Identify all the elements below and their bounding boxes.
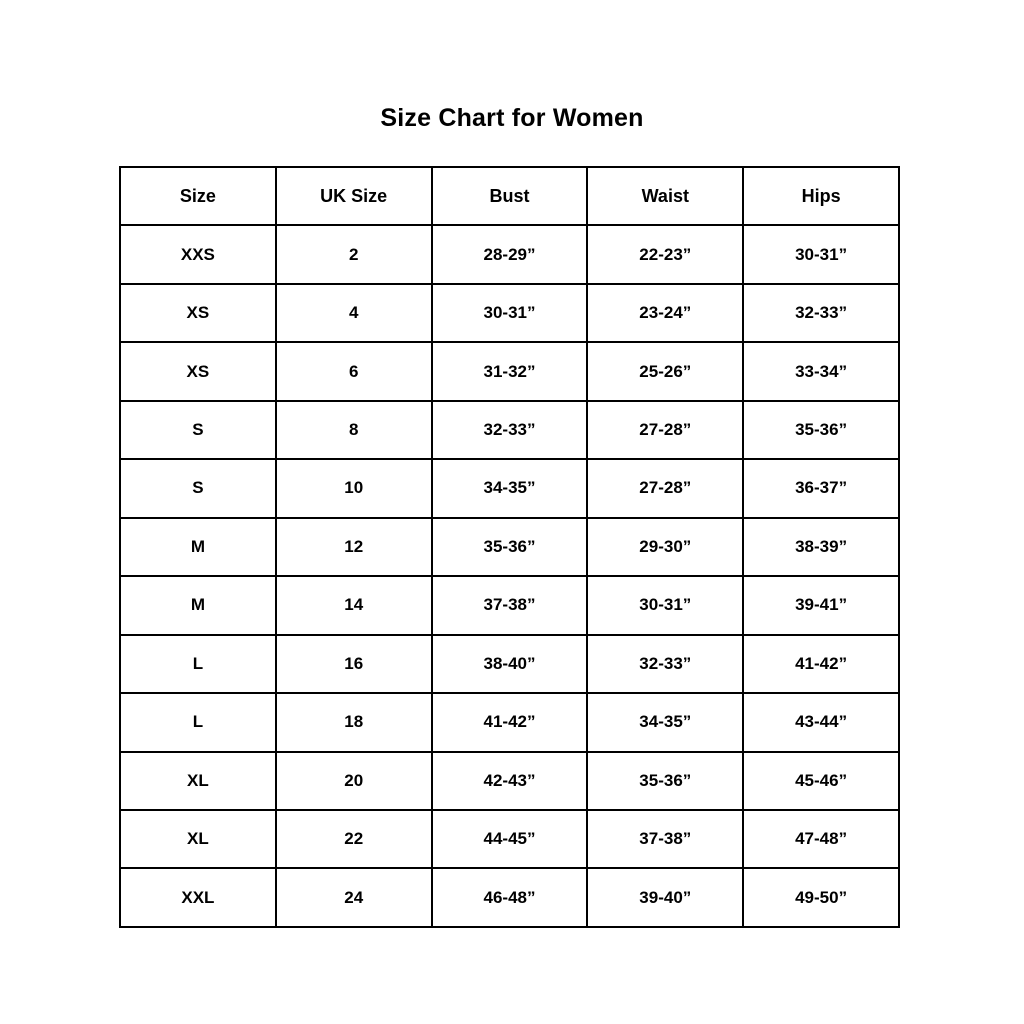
table-row: S 8 32-33” 27-28” 35-36” [119, 399, 900, 461]
table-row: XS 4 30-31” 23-24” 32-33” [119, 282, 900, 344]
cell-waist: 27-28” [586, 399, 745, 461]
cell-uk-size: 16 [274, 633, 433, 695]
column-header-hips: Hips [742, 165, 900, 227]
cell-hips: 36-37” [742, 458, 900, 519]
table-row: L 18 41-42” 34-35” 43-44” [119, 692, 900, 753]
table-row: XL 20 42-43” 35-36” 45-46” [119, 750, 900, 811]
table-header: Size UK Size Bust Waist Hips [119, 165, 900, 227]
cell-waist: 34-35” [586, 692, 745, 753]
cell-uk-size: 10 [274, 458, 433, 519]
cell-uk-size: 18 [274, 692, 433, 753]
cell-size: XXL [119, 867, 277, 928]
cell-hips: 41-42” [742, 633, 900, 695]
cell-size: M [119, 516, 277, 578]
cell-waist: 39-40” [586, 867, 745, 928]
cell-size: M [119, 575, 277, 636]
cell-hips: 39-41” [742, 575, 900, 636]
cell-waist: 35-36” [586, 750, 745, 811]
cell-waist: 25-26” [586, 341, 745, 402]
cell-bust: 34-35” [430, 458, 589, 519]
cell-bust: 41-42” [430, 692, 589, 753]
cell-hips: 49-50” [742, 867, 900, 928]
cell-uk-size: 4 [274, 282, 433, 344]
cell-bust: 32-33” [430, 399, 589, 461]
cell-hips: 45-46” [742, 750, 900, 811]
table-header-row: Size UK Size Bust Waist Hips [119, 165, 900, 227]
column-header-waist: Waist [586, 165, 745, 227]
cell-hips: 35-36” [742, 399, 900, 461]
cell-size: XL [119, 750, 277, 811]
cell-bust: 28-29” [430, 224, 589, 285]
table-row: XS 6 31-32” 25-26” 33-34” [119, 341, 900, 402]
page-title: Size Chart for Women [380, 104, 644, 132]
cell-uk-size: 20 [274, 750, 433, 811]
cell-waist: 29-30” [586, 516, 745, 578]
cell-bust: 37-38” [430, 575, 589, 636]
cell-uk-size: 12 [274, 516, 433, 578]
cell-hips: 32-33” [742, 282, 900, 344]
cell-hips: 38-39” [742, 516, 900, 578]
table-row: S 10 34-35” 27-28” 36-37” [119, 458, 900, 519]
cell-bust: 30-31” [430, 282, 589, 344]
cell-bust: 35-36” [430, 516, 589, 578]
column-header-bust: Bust [430, 165, 589, 227]
cell-bust: 38-40” [430, 633, 589, 695]
cell-size: L [119, 633, 277, 695]
cell-waist: 23-24” [586, 282, 745, 344]
cell-size: S [119, 458, 277, 519]
cell-bust: 42-43” [430, 750, 589, 811]
table-row: L 16 38-40” 32-33” 41-42” [119, 633, 900, 695]
cell-waist: 27-28” [586, 458, 745, 519]
cell-uk-size: 8 [274, 399, 433, 461]
cell-hips: 47-48” [742, 808, 900, 870]
table-row: XXL 24 46-48” 39-40” 49-50” [119, 867, 900, 928]
cell-hips: 33-34” [742, 341, 900, 402]
cell-waist: 32-33” [586, 633, 745, 695]
table-body: XXS 2 28-29” 22-23” 30-31” XS 4 30-31” 23-24” 32-… [119, 224, 900, 928]
cell-size: XS [119, 341, 277, 402]
cell-size: XL [119, 808, 277, 870]
cell-uk-size: 6 [274, 341, 433, 402]
column-header-uk-size: UK Size [274, 165, 433, 227]
column-header-size: Size [119, 165, 277, 227]
cell-bust: 46-48” [430, 867, 589, 928]
cell-uk-size: 14 [274, 575, 433, 636]
cell-waist: 37-38” [586, 808, 745, 870]
cell-size: L [119, 692, 277, 753]
cell-size: S [119, 399, 277, 461]
table-row: XL 22 44-45” 37-38” 47-48” [119, 808, 900, 870]
cell-hips: 43-44” [742, 692, 900, 753]
cell-bust: 44-45” [430, 808, 589, 870]
cell-waist: 22-23” [586, 224, 745, 285]
table-row: M 12 35-36” 29-30” 38-39” [119, 516, 900, 578]
cell-uk-size: 2 [274, 224, 433, 285]
cell-uk-size: 22 [274, 808, 433, 870]
size-chart-container: Size UK Size Bust Waist Hips XXS 2 28-29” 2… [119, 165, 900, 928]
cell-bust: 31-32” [430, 341, 589, 402]
size-chart-table: Size UK Size Bust Waist Hips XXS 2 28-29” 2… [119, 165, 900, 928]
cell-size: XXS [119, 224, 277, 285]
cell-waist: 30-31” [586, 575, 745, 636]
table-row: M 14 37-38” 30-31” 39-41” [119, 575, 900, 636]
table-row: XXS 2 28-29” 22-23” 30-31” [119, 224, 900, 285]
cell-size: XS [119, 282, 277, 344]
cell-hips: 30-31” [742, 224, 900, 285]
cell-uk-size: 24 [274, 867, 433, 928]
